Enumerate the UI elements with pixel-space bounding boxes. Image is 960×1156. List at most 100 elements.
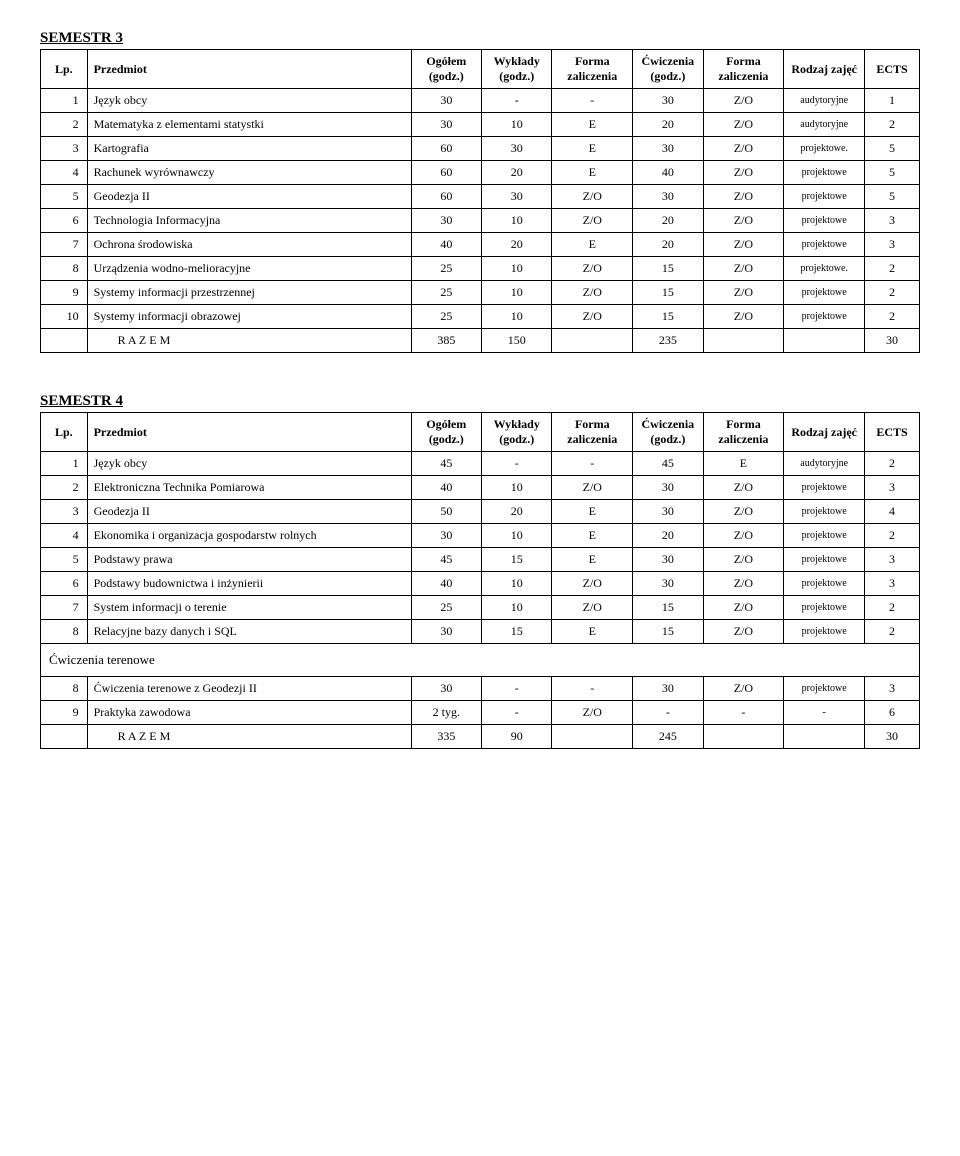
cell-name: Geodezja II	[87, 500, 411, 524]
cell-lecform: Z/O	[552, 596, 633, 620]
cell-exform: Z/O	[703, 305, 784, 329]
cell-ects: 3	[865, 209, 920, 233]
cell-total: 40	[411, 233, 481, 257]
semester-4-title: SEMESTR 4	[40, 393, 920, 410]
cell-lp: 9	[41, 701, 88, 725]
cell-type: projektowe	[784, 596, 865, 620]
summary-total: 335	[411, 725, 481, 749]
cell-name: Podstawy budownictwa i inżynierii	[87, 572, 411, 596]
cell-lec: 30	[482, 137, 552, 161]
cell-ex: -	[633, 701, 703, 725]
cell-ects: 2	[865, 452, 920, 476]
table-row: 1Język obcy30--30Z/Oaudytoryjne1	[41, 89, 920, 113]
cell-ex: 30	[633, 572, 703, 596]
cell-ex: 20	[633, 113, 703, 137]
cell-ects: 2	[865, 281, 920, 305]
cell-lp: 2	[41, 113, 88, 137]
cell-lecform: Z/O	[552, 572, 633, 596]
cell-name: Geodezja II	[87, 185, 411, 209]
cell-lec: 10	[482, 113, 552, 137]
table-row: 7Ochrona środowiska4020E20Z/Oprojektowe3	[41, 233, 920, 257]
cell-lp: 4	[41, 161, 88, 185]
cell-lp: 1	[41, 89, 88, 113]
semester-4-table: Lp. Przedmiot Ogółem (godz.) Wykłady (go…	[40, 412, 920, 749]
summary-ex: 235	[633, 329, 703, 353]
cell-lp: 7	[41, 596, 88, 620]
cell-lecform: E	[552, 620, 633, 644]
th-ects: ECTS	[865, 50, 920, 89]
cell-lec: 10	[482, 281, 552, 305]
cell-lecform: E	[552, 233, 633, 257]
cell-exform: Z/O	[703, 137, 784, 161]
cell-type: projektowe	[784, 524, 865, 548]
cell-ects: 5	[865, 161, 920, 185]
cell-exform: Z/O	[703, 185, 784, 209]
cell-ects: 2	[865, 257, 920, 281]
cell-total: 45	[411, 452, 481, 476]
table-row: 7System informacji o terenie2510Z/O15Z/O…	[41, 596, 920, 620]
cell-ex: 15	[633, 281, 703, 305]
cell-name: Urządzenia wodno-melioracyjne	[87, 257, 411, 281]
cell-exform: Z/O	[703, 257, 784, 281]
cell-ex: 20	[633, 233, 703, 257]
cell-type: projektowe	[784, 209, 865, 233]
table-row: 9Systemy informacji przestrzennej2510Z/O…	[41, 281, 920, 305]
cell-type: projektowe	[784, 185, 865, 209]
cell-lec: -	[482, 89, 552, 113]
cell-type: projektowe	[784, 233, 865, 257]
th-lec: Wykłady (godz.)	[482, 413, 552, 452]
semester-3-table: Lp. Przedmiot Ogółem (godz.) Wykłady (go…	[40, 49, 920, 353]
cell-total: 30	[411, 620, 481, 644]
cell-ects: 1	[865, 89, 920, 113]
table-row: 2Matematyka z elementami statystki3010E2…	[41, 113, 920, 137]
cell-lp: 8	[41, 257, 88, 281]
cell-ects: 2	[865, 113, 920, 137]
semester-3-title: SEMESTR 3	[40, 30, 920, 47]
cell-total: 60	[411, 185, 481, 209]
cell-ex: 30	[633, 137, 703, 161]
cell-lecform: -	[552, 677, 633, 701]
cell-lecform: E	[552, 548, 633, 572]
cell-exform: Z/O	[703, 209, 784, 233]
table-row: 8Ćwiczenia terenowe z Geodezji II30--30Z…	[41, 677, 920, 701]
cell-lec: 10	[482, 476, 552, 500]
cell-ex: 40	[633, 161, 703, 185]
cell-name: Język obcy	[87, 89, 411, 113]
cell-ects: 5	[865, 137, 920, 161]
th-exform: Forma zaliczenia	[703, 413, 784, 452]
cell-ects: 4	[865, 500, 920, 524]
cell-total: 50	[411, 500, 481, 524]
cell-total: 40	[411, 572, 481, 596]
cell-ects: 2	[865, 620, 920, 644]
cell-type: projektowe	[784, 305, 865, 329]
cell-type: -	[784, 701, 865, 725]
cell-total: 2 tyg.	[411, 701, 481, 725]
cell-ex: 30	[633, 548, 703, 572]
cell-type: projektowe	[784, 476, 865, 500]
th-lecform: Forma zaliczenia	[552, 413, 633, 452]
cell-name: System informacji o terenie	[87, 596, 411, 620]
table-row: 5Geodezja II6030Z/O30Z/Oprojektowe5	[41, 185, 920, 209]
cell-lp: 10	[41, 305, 88, 329]
cell-total: 30	[411, 113, 481, 137]
cell-name: Ćwiczenia terenowe z Geodezji II	[87, 677, 411, 701]
cell-lecform: -	[552, 452, 633, 476]
table-row: 6Technologia Informacyjna3010Z/O20Z/Opro…	[41, 209, 920, 233]
cell-lecform: Z/O	[552, 257, 633, 281]
th-exform: Forma zaliczenia	[703, 50, 784, 89]
section-row: Ćwiczenia terenowe	[41, 644, 920, 677]
cell-ects: 3	[865, 476, 920, 500]
cell-lp: 9	[41, 281, 88, 305]
summary-ects: 30	[865, 329, 920, 353]
cell-total: 30	[411, 677, 481, 701]
cell-lp: 8	[41, 677, 88, 701]
cell-lec: 10	[482, 257, 552, 281]
cell-total: 40	[411, 476, 481, 500]
summary-label: R A Z E M	[87, 725, 411, 749]
cell-ects: 5	[865, 185, 920, 209]
cell-lecform: Z/O	[552, 281, 633, 305]
cell-lp: 3	[41, 137, 88, 161]
cell-name: Elektroniczna Technika Pomiarowa	[87, 476, 411, 500]
cell-total: 25	[411, 305, 481, 329]
cell-ects: 3	[865, 233, 920, 257]
